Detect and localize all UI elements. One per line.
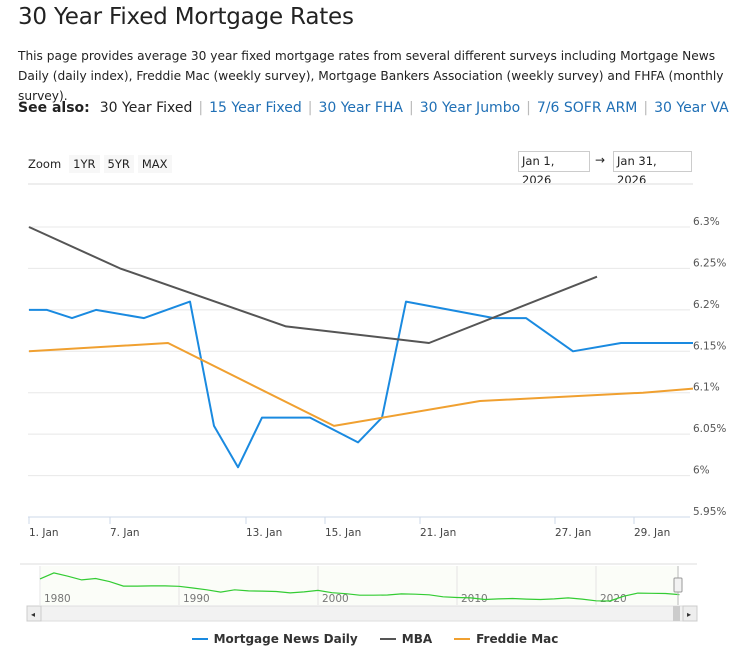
- freddie-mac-line: [28, 342, 694, 427]
- divider: |: [643, 100, 649, 116]
- y-tick-label: 6.05%: [693, 423, 726, 435]
- page-title: 30 Year Fixed Mortgage Rates: [18, 4, 354, 30]
- y-tick-label: 6.2%: [693, 299, 720, 311]
- legend-item-mba[interactable]: MBA: [379, 632, 433, 646]
- legend-label: MBA: [401, 632, 433, 646]
- scroll-right-button[interactable]: [682, 605, 698, 622]
- zoom-1yr-button[interactable]: 1YR: [69, 155, 100, 173]
- x-tick-label: 1. Jan: [29, 527, 59, 539]
- navigator-handle[interactable]: [673, 577, 683, 593]
- legend-swatch: [454, 638, 471, 640]
- link-30-year-jumbo[interactable]: 30 Year Jumbo: [419, 100, 521, 116]
- link-7-6-sofr-arm[interactable]: 7/6 SOFR ARM: [536, 100, 638, 116]
- divider: |: [198, 100, 204, 116]
- divider: |: [526, 100, 531, 116]
- x-tick-label: 29. Jan: [634, 527, 670, 539]
- legend-item-mnd[interactable]: Mortgage News Daily: [191, 632, 358, 646]
- see-also-nav: See also: 30 Year Fixed | 15 Year Fixed | 30 …: [18, 100, 729, 116]
- scroll-left-icon: ◂: [31, 610, 35, 619]
- navigator-line: [39, 572, 680, 602]
- divider: |: [307, 100, 313, 116]
- zoom-5yr-button[interactable]: 5YR: [103, 155, 134, 173]
- see-also-current: 30 Year Fixed: [99, 100, 193, 116]
- scrollbar-track[interactable]: [26, 605, 698, 622]
- zoom-label: Zoom: [28, 157, 62, 171]
- link-30-year-va[interactable]: 30 Year VA: [654, 100, 729, 116]
- navigator-tick-label: 1980: [44, 593, 71, 605]
- legend: Mortgage News Daily MBA Freddie Mac: [0, 632, 750, 646]
- x-tick-label: 7. Jan: [110, 527, 140, 539]
- navigator-tick-label: 2010: [461, 593, 488, 605]
- legend-label: Mortgage News Daily: [213, 632, 358, 646]
- y-tick-label: 6.3%: [693, 216, 720, 228]
- scroll-right-icon: ▸: [687, 610, 691, 619]
- link-30-year-fha[interactable]: 30 Year FHA: [318, 100, 403, 116]
- scrollbar-thumb[interactable]: [673, 606, 680, 621]
- zoom-selector: Zoom 1YR 5YR MAX: [28, 155, 172, 173]
- divider: |: [408, 100, 414, 116]
- mba-line: [28, 226, 598, 344]
- zoom-max-button[interactable]: MAX: [137, 155, 172, 173]
- x-tick-label: 13. Jan: [246, 527, 282, 539]
- y-tick-label: 6.15%: [693, 340, 726, 352]
- scroll-left-button[interactable]: [26, 605, 42, 622]
- link-15-year-fixed[interactable]: 15 Year Fixed: [209, 100, 302, 116]
- see-also-label: See also:: [18, 100, 90, 116]
- navigator-tick-label: 2020: [600, 593, 627, 605]
- y-tick-label: 6.1%: [693, 382, 720, 394]
- page-description: This page provides average 30 year fixed…: [18, 49, 724, 103]
- navigator-tick-label: 1990: [183, 593, 210, 605]
- y-tick-label: 6.25%: [693, 257, 726, 269]
- legend-swatch: [379, 638, 396, 640]
- navigator-tick-label: 2000: [322, 593, 349, 605]
- legend-label: Freddie Mac: [476, 632, 559, 646]
- x-tick-label: 27. Jan: [555, 527, 591, 539]
- mnd-line: [29, 300, 693, 469]
- legend-item-freddie-mac[interactable]: Freddie Mac: [454, 632, 558, 646]
- date-range-arrow: →: [595, 153, 606, 167]
- y-tick-label: 5.95%: [693, 506, 726, 518]
- legend-swatch: [191, 638, 208, 640]
- x-tick-label: 15. Jan: [325, 527, 361, 539]
- y-tick-label: 6%: [693, 465, 710, 477]
- x-tick-label: 21. Jan: [420, 527, 456, 539]
